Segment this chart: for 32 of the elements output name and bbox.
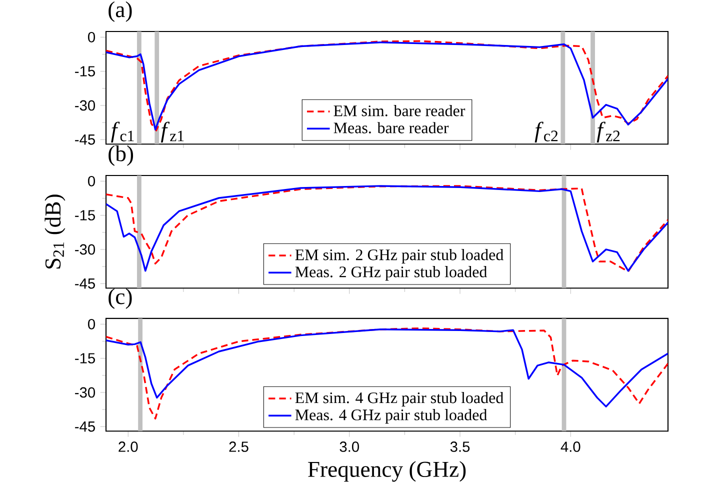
y-tick-label: -15 xyxy=(75,353,95,364)
y-tick-label: 0 xyxy=(88,32,96,42)
y-tick-label: -30 xyxy=(75,387,96,398)
annotation: f$_{z2}$ xyxy=(596,122,620,142)
x-tick-label: 4.0 xyxy=(560,441,580,452)
chart-title: (c) xyxy=(108,288,132,309)
chart-title: (a) xyxy=(108,1,132,22)
y-tick-label: 0 xyxy=(88,176,96,186)
x-tick-label: 3.0 xyxy=(340,441,359,452)
annotation: f$_{z1}$ xyxy=(160,122,184,142)
legend-label: Meas. bare reader xyxy=(334,122,449,134)
chart-title: (b) xyxy=(108,145,134,166)
annotation: f$_{c2}$ xyxy=(534,122,558,142)
legend-label: EM sim. 2 GHz pair stub loaded xyxy=(295,248,504,264)
y-tick-label: -15 xyxy=(75,210,95,220)
x-tick-label: 3.5 xyxy=(450,441,470,452)
y-tick-label: -45 xyxy=(75,134,95,145)
x-tick-label: 2.5 xyxy=(229,441,248,452)
legend-label: EM sim. 4 GHz pair stub loaded xyxy=(295,392,504,406)
x-tick-label: 2.0 xyxy=(118,441,138,452)
legend-label: EM sim. bare reader xyxy=(334,104,466,116)
y-tick-label: -45 xyxy=(75,278,95,289)
legend-label: Meas. 2 GHz pair stub loaded xyxy=(295,266,488,281)
y-tick-label: -30 xyxy=(75,244,96,255)
y-tick-label: -45 xyxy=(75,421,95,432)
annotation: f$_{c1}$ xyxy=(111,122,134,142)
y-tick-label: 0 xyxy=(88,318,96,330)
y-axis-title: S$_{21}$ (dB) xyxy=(44,194,66,268)
y-tick-label: -15 xyxy=(75,66,95,76)
x-axis-title: Frequency (GHz) xyxy=(308,461,466,482)
y-tick-label: -30 xyxy=(75,100,96,111)
legend-label: Meas. 4 GHz pair stub loaded xyxy=(295,408,488,424)
